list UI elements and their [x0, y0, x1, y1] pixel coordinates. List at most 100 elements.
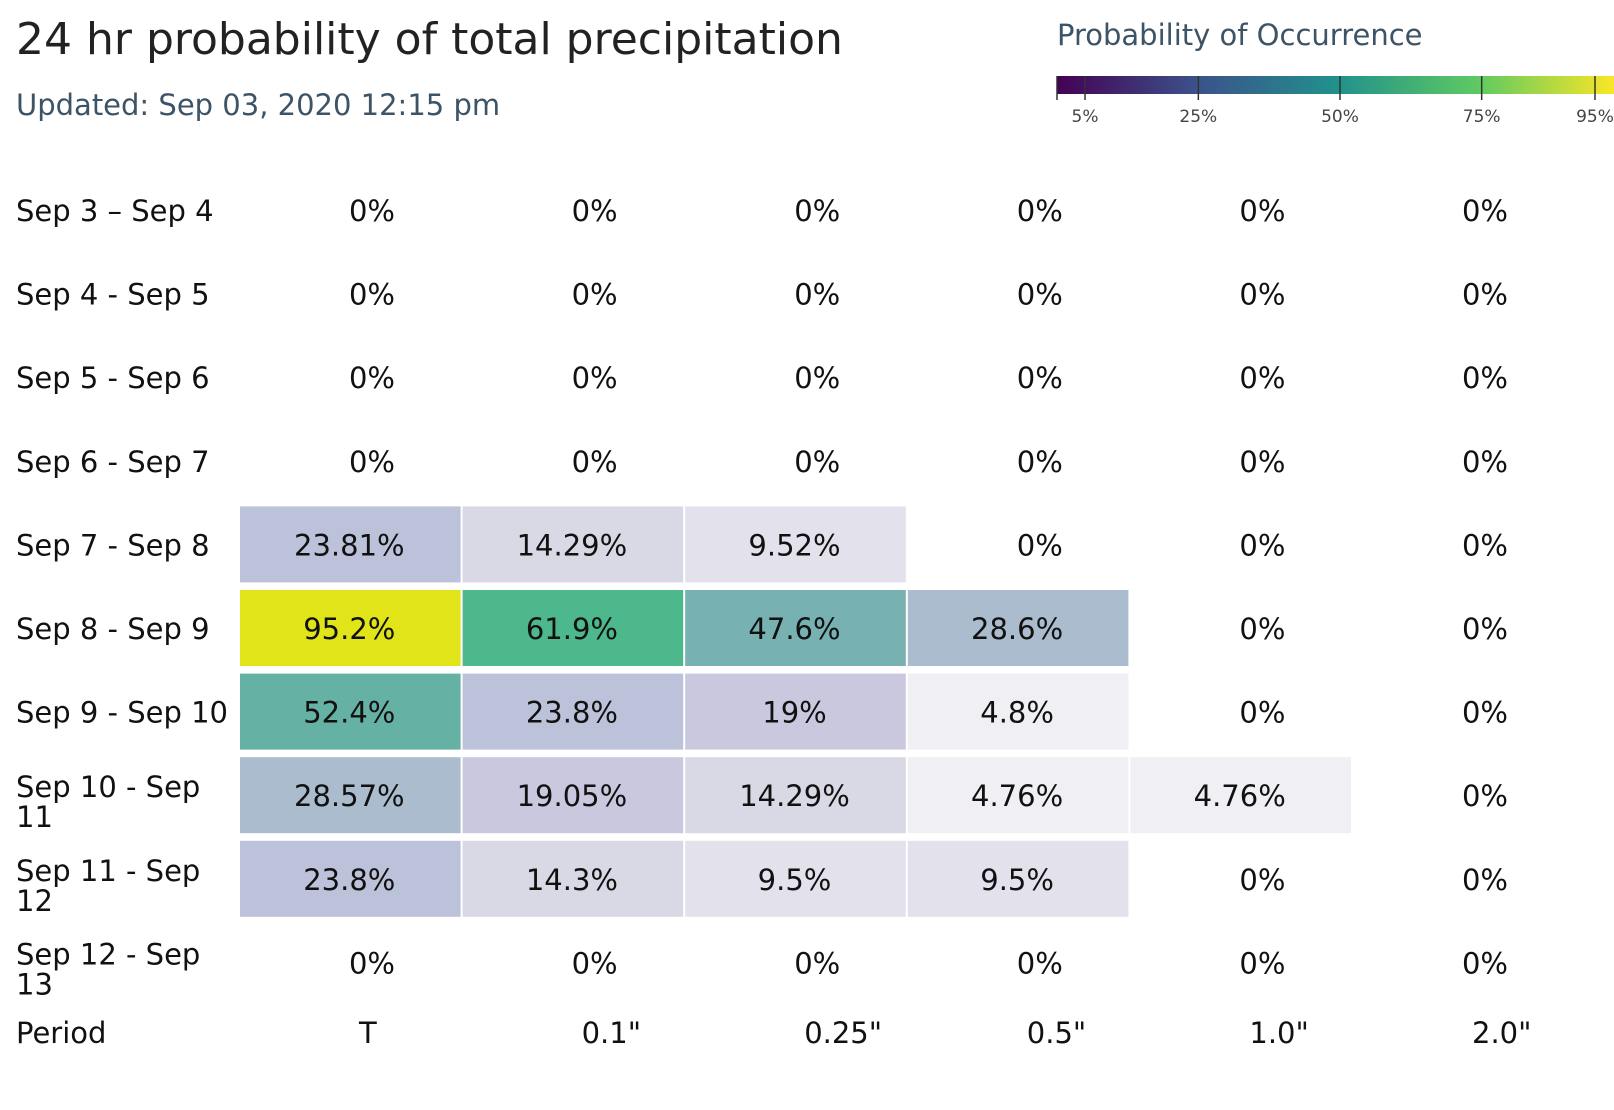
- heatmap-cell: [685, 590, 906, 666]
- colorbar-tick-label: 25%: [1179, 107, 1217, 127]
- cell-value: 0%: [1239, 696, 1285, 730]
- cell-value: 0%: [1017, 445, 1063, 479]
- cell-value: 0%: [1017, 278, 1063, 312]
- heatmap-cell: [240, 506, 461, 583]
- cell-value: 0%: [1462, 361, 1508, 395]
- heatmap-cell: [240, 673, 461, 750]
- cell-value: 0%: [572, 946, 618, 980]
- cell-value: 0%: [349, 278, 395, 312]
- cell-value: 0%: [349, 445, 395, 479]
- cell-value: 23.8%: [303, 863, 395, 897]
- row-label: Sep 8 - Sep 9: [16, 612, 210, 646]
- cell-value: 0%: [1462, 194, 1508, 228]
- cell-value: 0%: [1462, 278, 1508, 312]
- cell-value: 0%: [572, 445, 618, 479]
- heatmap-cell: [1130, 757, 1351, 834]
- column-label: 0.5": [1027, 1016, 1086, 1050]
- cell-value: 0%: [1239, 194, 1285, 228]
- column-label: T: [358, 1016, 377, 1050]
- cell-value: 9.52%: [748, 528, 840, 562]
- cell-value: 23.81%: [294, 528, 405, 562]
- cell-value: 0%: [1462, 612, 1508, 646]
- heatmap-cell: [907, 590, 1129, 666]
- cell-value: 28.57%: [294, 779, 405, 813]
- cell-value: 0%: [1239, 946, 1285, 980]
- cell-value: 4.8%: [980, 696, 1054, 730]
- cell-value: 0%: [1239, 863, 1285, 897]
- heatmap-cell: [685, 506, 906, 583]
- cell-value: 0%: [1462, 946, 1508, 980]
- row-label: Sep 3 – Sep 4: [16, 194, 214, 228]
- row-label: Sep 4 - Sep 5: [16, 278, 210, 312]
- column-label: 1.0": [1249, 1016, 1308, 1050]
- heatmap-cell: [685, 840, 906, 917]
- cell-value: 0%: [1239, 361, 1285, 395]
- cell-value: 0%: [1462, 779, 1508, 813]
- colorbar-tick-label: 95%: [1576, 107, 1614, 127]
- cell-value: 19.05%: [517, 779, 628, 813]
- cell-value: 0%: [794, 946, 840, 980]
- cell-value: 0%: [1462, 863, 1508, 897]
- row-label: Sep 6 - Sep 7: [16, 445, 210, 479]
- colorbar-tick-label: 50%: [1321, 107, 1359, 127]
- cell-value: 9.5%: [980, 863, 1054, 897]
- cell-value: 0%: [1462, 445, 1508, 479]
- column-label: 0.25": [804, 1016, 882, 1050]
- updated-timestamp: Updated: Sep 03, 2020 12:15 pm: [16, 88, 501, 122]
- chart-title: 24 hr probability of total precipitation: [16, 14, 843, 65]
- cell-value: 14.29%: [517, 528, 628, 562]
- cell-value: 0%: [572, 361, 618, 395]
- cell-value: 0%: [572, 278, 618, 312]
- cell-value: 0%: [1462, 528, 1508, 562]
- cell-value: 52.4%: [303, 696, 395, 730]
- heatmap-cell: [462, 590, 684, 666]
- legend-title: Probability of Occurrence: [1057, 18, 1423, 52]
- cell-value: 0%: [794, 278, 840, 312]
- heatmap-cell: [240, 840, 461, 917]
- cell-value: 0%: [572, 194, 618, 228]
- cell-value: 14.29%: [739, 779, 850, 813]
- cell-value: 0%: [1239, 278, 1285, 312]
- cell-value: 0%: [1017, 194, 1063, 228]
- row-label: Sep 12 - Sep 13: [16, 937, 200, 1001]
- row-label: Sep 10 - Sep 11: [16, 770, 200, 834]
- cell-value: 0%: [1017, 361, 1063, 395]
- cell-value: 0%: [349, 946, 395, 980]
- row-label: Sep 7 - Sep 8: [16, 528, 210, 562]
- colorbar-tick-label: 75%: [1463, 107, 1501, 127]
- cell-value: 0%: [794, 194, 840, 228]
- cell-value: 0%: [794, 361, 840, 395]
- cell-value: 0%: [1462, 696, 1508, 730]
- period-axis-label: Period: [16, 1016, 106, 1050]
- cell-value: 4.76%: [1194, 779, 1286, 813]
- heatmap-cell: [240, 590, 461, 666]
- row-label: Sep 11 - Sep 12: [16, 854, 200, 918]
- cell-value: 0%: [794, 445, 840, 479]
- cell-value: 28.6%: [971, 612, 1063, 646]
- colorbar-legend: 5% 25% 50% 75% 95%: [1056, 76, 1614, 127]
- cell-value: 9.5%: [758, 863, 832, 897]
- heatmap-cell: [907, 757, 1129, 834]
- colorbar-tick-label: 5%: [1072, 107, 1099, 127]
- row-label: Sep 9 - Sep 10: [16, 696, 228, 730]
- heatmap-cell: [462, 757, 684, 834]
- heatmap-cell: [907, 673, 1129, 750]
- heatmap-cell: [240, 757, 461, 834]
- heatmap-cell: [907, 840, 1129, 917]
- cell-value: 0%: [1239, 612, 1285, 646]
- cell-value: 95.2%: [303, 612, 395, 646]
- row-label: Sep 5 - Sep 6: [16, 361, 210, 395]
- cell-value: 0%: [349, 194, 395, 228]
- heatmap-cell: [462, 840, 684, 917]
- heatmap-cell: [462, 506, 684, 583]
- cell-value: 0%: [1017, 946, 1063, 980]
- cell-value: 47.6%: [748, 612, 840, 646]
- cell-value: 0%: [1017, 528, 1063, 562]
- column-label: 2.0": [1472, 1016, 1531, 1050]
- cell-value: 14.3%: [526, 863, 618, 897]
- cell-value: 61.9%: [526, 612, 618, 646]
- column-label: 0.1": [582, 1016, 641, 1050]
- cell-value: 0%: [349, 361, 395, 395]
- cell-value: 4.76%: [971, 779, 1063, 813]
